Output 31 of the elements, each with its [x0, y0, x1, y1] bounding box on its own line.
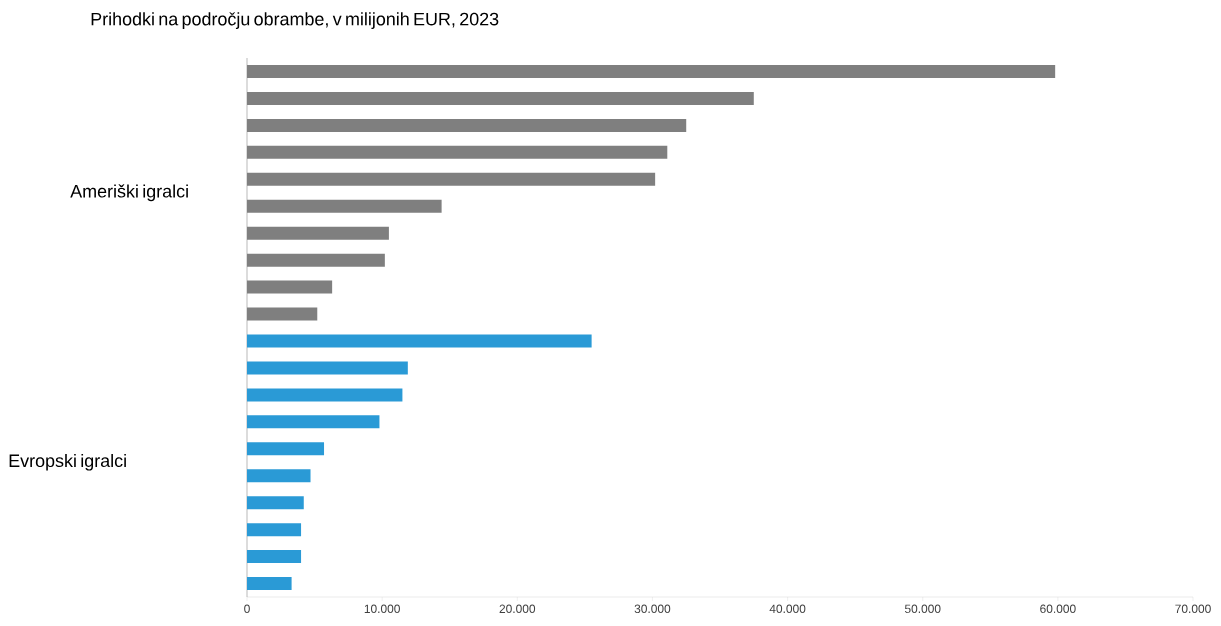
bar [247, 64, 1056, 78]
bar [247, 496, 304, 510]
bar [247, 577, 292, 591]
x-tick-label: 30.000 [634, 604, 671, 613]
bar [247, 145, 668, 159]
bar [247, 469, 311, 483]
x-tick-label: 60.000 [1040, 604, 1076, 613]
bar [247, 172, 656, 186]
bar [247, 307, 318, 321]
x-tick-label: 20.000 [499, 604, 536, 613]
x-tick-label: 40.000 [769, 604, 806, 613]
bar [247, 118, 687, 132]
bar [247, 280, 333, 294]
x-tick-label: 70.000 [1175, 604, 1211, 613]
bar [247, 91, 754, 105]
x-tick-label: 50.000 [904, 604, 941, 613]
bar [247, 226, 389, 240]
text: Evropski igralci [9, 453, 126, 471]
x-tick-label: 0 [244, 604, 250, 613]
bar [247, 415, 380, 429]
chart-title: Prihodki na področju obrambe, v milijonih EUR, 2023 [91, 12, 499, 29]
x-tick-label: 10.000 [364, 604, 400, 613]
bar [247, 523, 302, 537]
bar [247, 388, 403, 402]
bar [247, 361, 408, 375]
text: Ameriški igralci [70, 184, 188, 202]
bar [247, 550, 302, 564]
bar [247, 442, 325, 456]
bar [247, 334, 592, 348]
bar [247, 199, 442, 213]
bar [247, 253, 385, 267]
